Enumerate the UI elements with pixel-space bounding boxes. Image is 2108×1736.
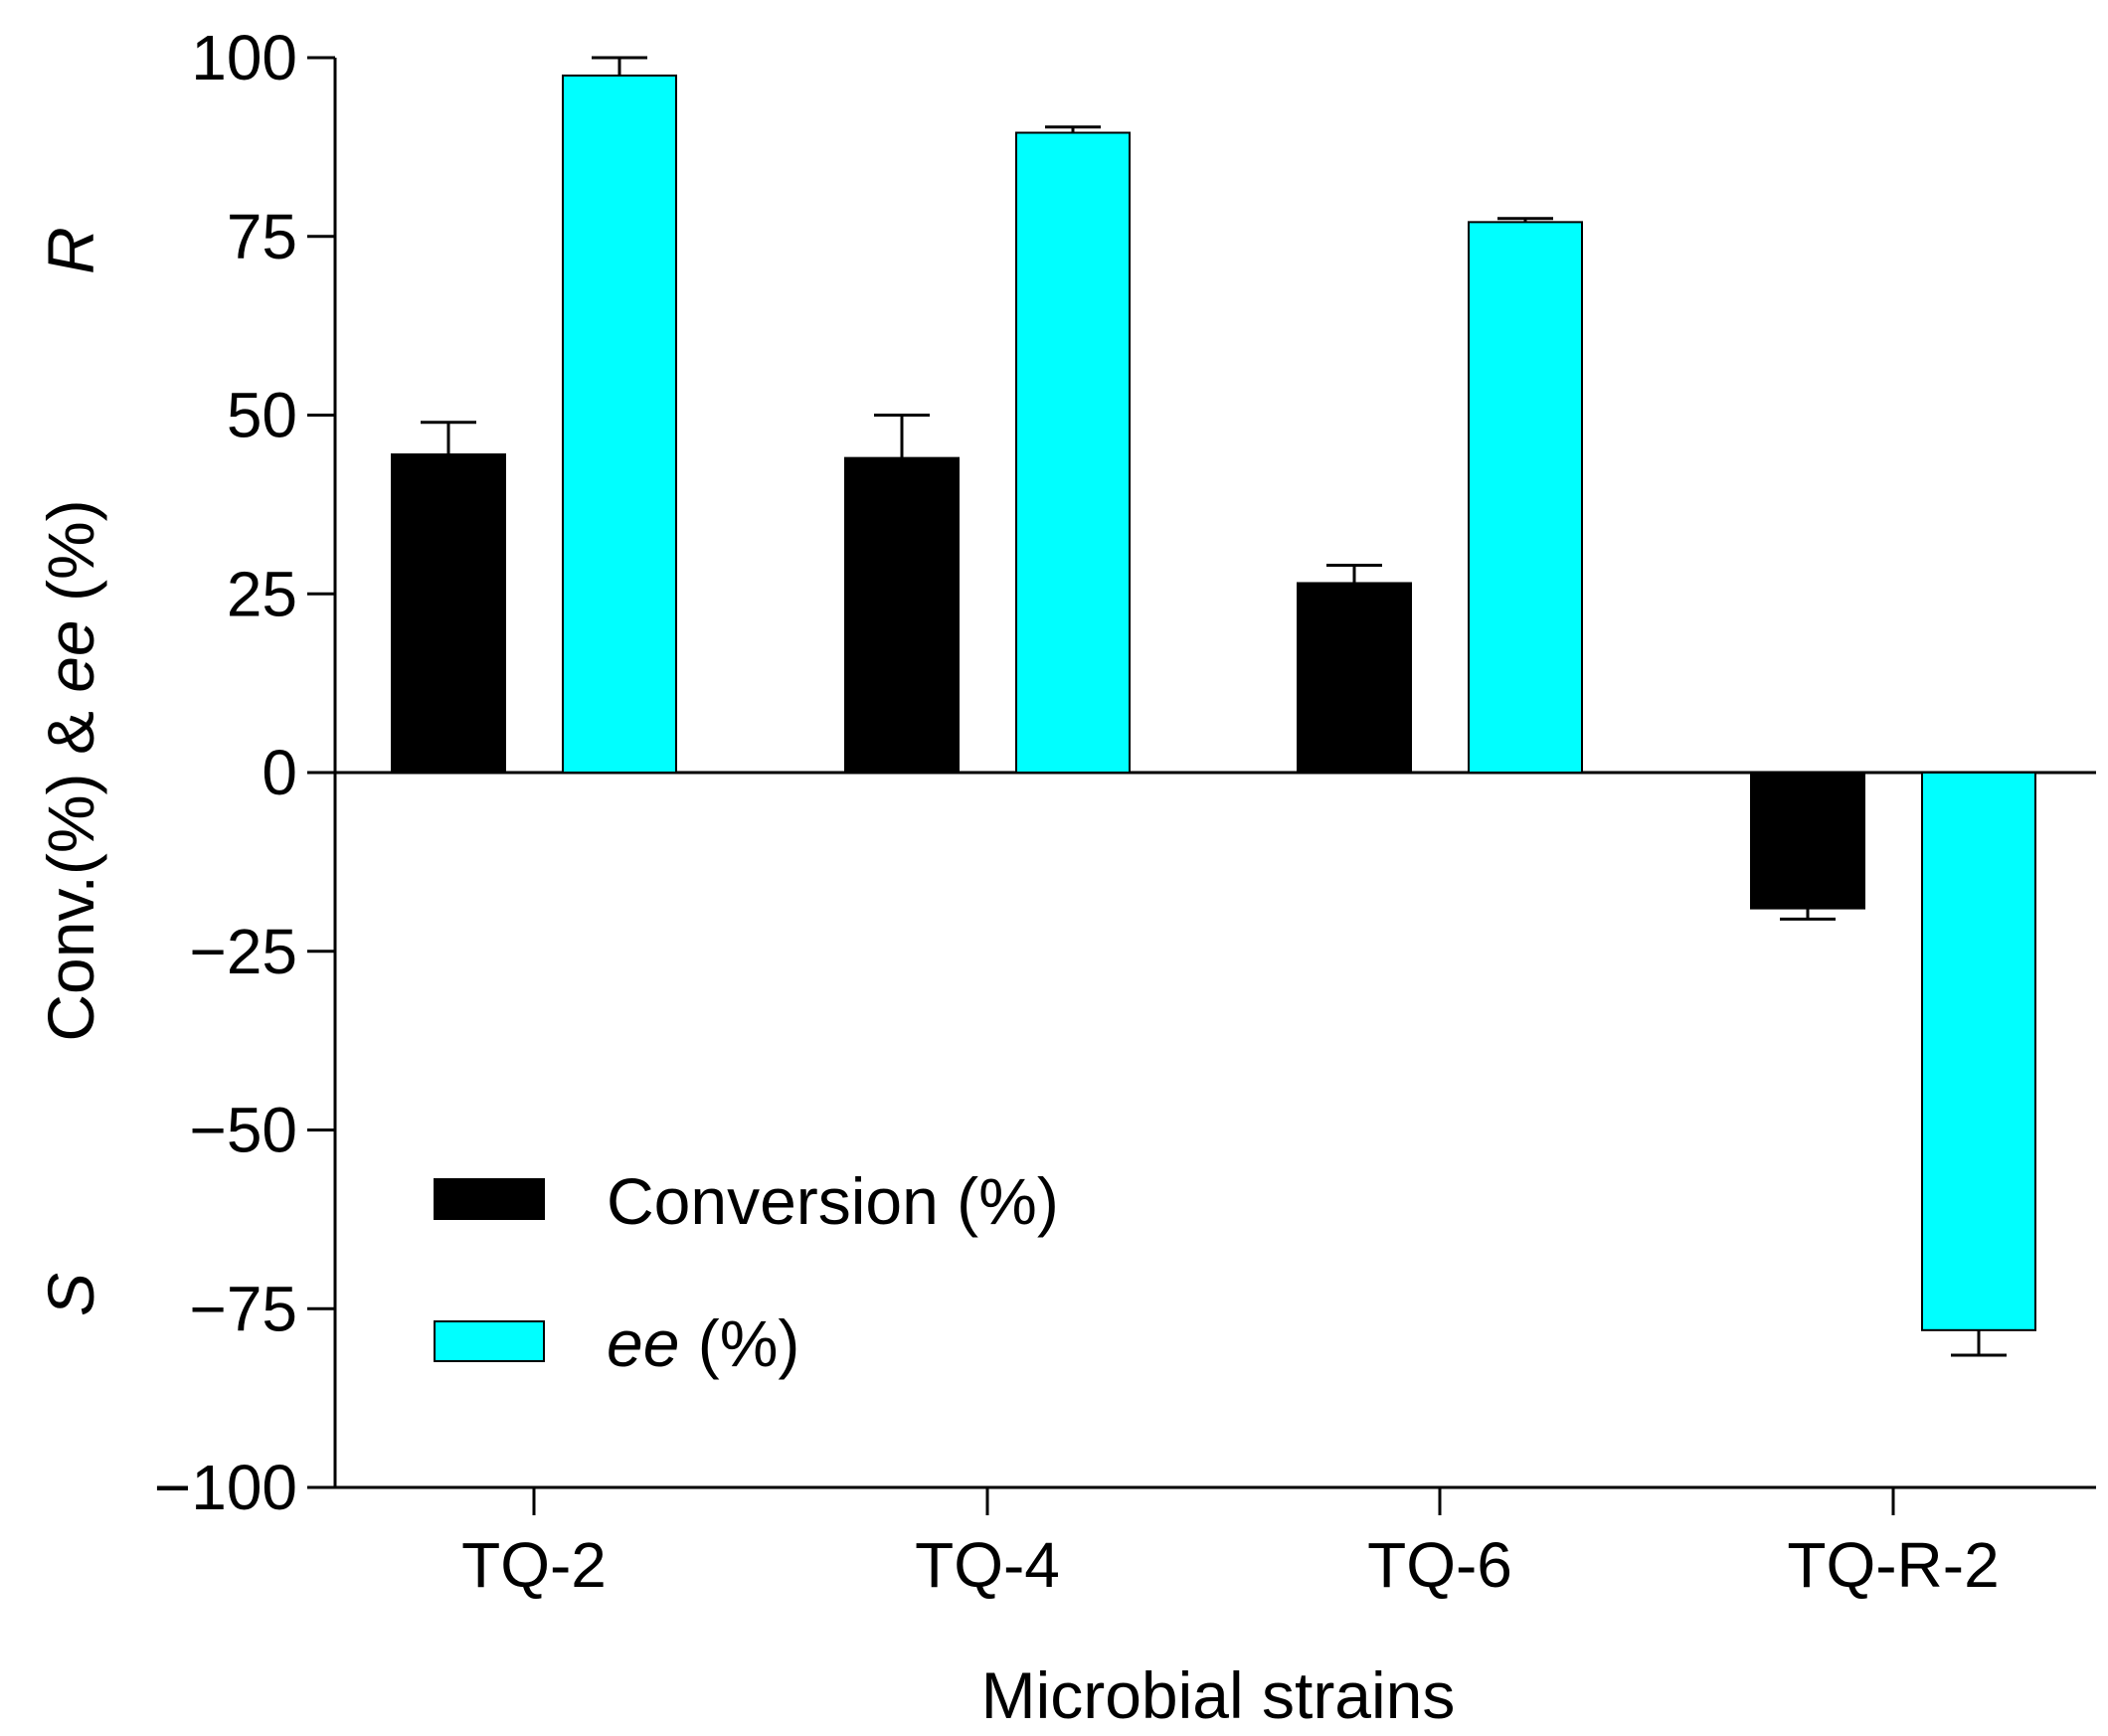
- bar: [391, 453, 506, 774]
- r-direction-label: R: [34, 227, 107, 274]
- bar: [844, 456, 960, 774]
- plot-area: 100 75 50 25 0 −25 −50 −75 −100 TQ-2 TQ-4 TQ-6 TQ-R-…: [154, 22, 2096, 1601]
- s-direction-label: S: [34, 1273, 107, 1316]
- bar: [1921, 772, 2036, 1331]
- y-axis-label-part: (%): [34, 499, 107, 619]
- x-tick-label: TQ-2: [461, 1529, 607, 1601]
- legend: Conversion (%) ee (%): [434, 1164, 1059, 1380]
- y-tick-label: 100: [191, 22, 297, 93]
- bar: [562, 74, 677, 775]
- x-axis-label: Microbial strains: [981, 1658, 1456, 1732]
- legend-label-conversion: Conversion (%): [607, 1164, 1059, 1238]
- y-tick-label: 50: [227, 380, 297, 451]
- y-tick-label: −50: [189, 1095, 297, 1166]
- x-tick-label: TQ-6: [1367, 1529, 1512, 1601]
- bar: [1015, 131, 1131, 774]
- legend-swatch-ee: [434, 1320, 545, 1362]
- x-tick-label: TQ-R-2: [1787, 1529, 1999, 1601]
- legend-label-part: Conversion (%): [607, 1164, 1059, 1238]
- legend-swatch-conversion: [434, 1178, 545, 1220]
- y-tick-label: 25: [227, 558, 297, 629]
- bar: [1297, 582, 1412, 775]
- y-tick-label: −100: [154, 1452, 297, 1523]
- legend-label-ee: ee (%): [607, 1306, 799, 1380]
- y-tick-label: 0: [262, 737, 297, 808]
- legend-label-part: ee: [607, 1306, 679, 1380]
- bar: [1468, 221, 1583, 774]
- y-tick-label: 75: [227, 201, 297, 272]
- y-axis-label-part: ee: [34, 619, 107, 692]
- y-axis-label: Conv.(%) & ee (%): [34, 499, 107, 1041]
- y-tick-label: −25: [189, 916, 297, 987]
- y-axis-label-part: Conv.(%) &: [34, 693, 107, 1042]
- y-tick-label: −75: [189, 1273, 297, 1344]
- legend-label-part: (%): [679, 1306, 799, 1380]
- x-tick-label: TQ-4: [915, 1529, 1060, 1601]
- bar: [1750, 772, 1865, 910]
